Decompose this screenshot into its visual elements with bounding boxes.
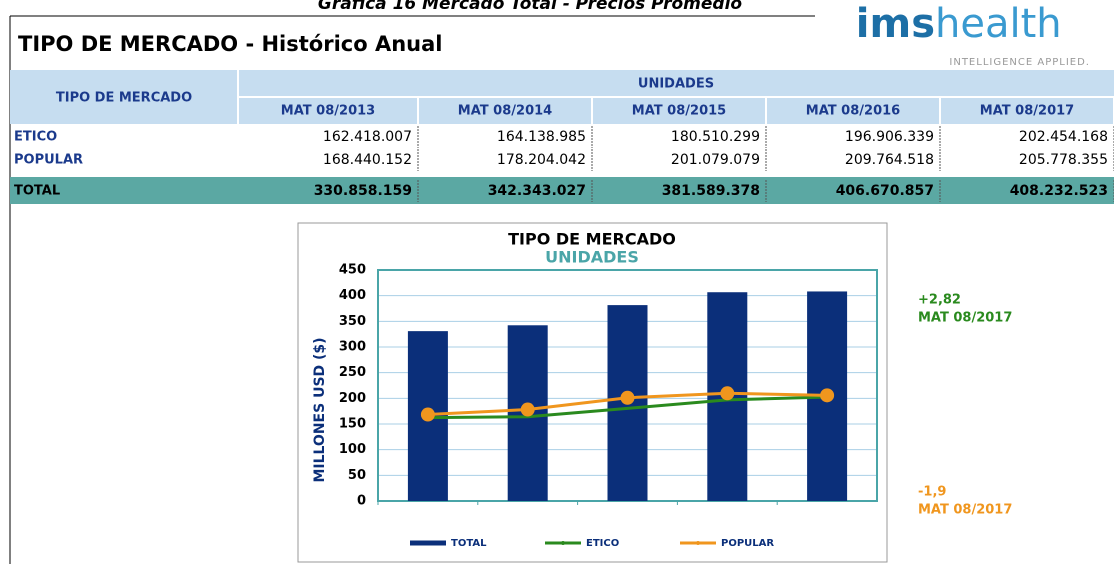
caption: Gráfica 16 Mercado Total - Precios Prome… [318, 0, 742, 14]
cell-value: 381.589.378 [662, 183, 760, 199]
header-cell [419, 98, 591, 124]
cell-value: 201.079.079 [671, 152, 760, 168]
cell-value: 406.670.857 [836, 183, 934, 199]
row-label: ETICO [14, 130, 57, 145]
cell-value: 408.232.523 [1010, 183, 1108, 199]
chart-frame [297, 222, 888, 563]
logo-ims: ims [856, 1, 935, 47]
y-axis-label: MILLONES USD ($) [312, 337, 328, 482]
legend-dot [696, 541, 700, 545]
column-header: MAT 08/2016 [806, 104, 900, 119]
legend-label: ETICO [586, 538, 619, 549]
marker [820, 388, 835, 403]
group-header: UNIDADES [638, 77, 714, 92]
header-cell [10, 70, 237, 124]
cell-value: 205.778.355 [1019, 152, 1108, 168]
column-header: MAT 08/2013 [281, 104, 375, 119]
y-tick-label: 300 [339, 340, 366, 355]
legend-dot [561, 541, 565, 545]
cell-value: 164.138.985 [497, 129, 586, 145]
column-header: MAT 08/2015 [632, 104, 726, 119]
marker [620, 390, 635, 405]
y-tick-label: 350 [339, 314, 366, 329]
y-tick-label: 0 [357, 494, 366, 509]
marker [420, 407, 435, 422]
cell-value: 196.906.339 [845, 129, 934, 145]
annotation: -1,9 [918, 485, 946, 500]
marker [720, 386, 735, 401]
cell-value: 168.440.152 [323, 152, 412, 168]
chart-subtitle: UNIDADES [545, 248, 639, 267]
column-header: MAT 08/2014 [458, 104, 552, 119]
y-tick-label: 400 [339, 288, 366, 303]
legend-label: POPULAR [721, 538, 774, 549]
y-tick-label: 150 [339, 417, 366, 432]
total-row [10, 177, 1114, 204]
row-label: POPULAR [14, 153, 83, 168]
cell-value: 178.204.042 [497, 152, 586, 168]
header-cell [239, 98, 417, 124]
chart-title: TIPO DE MERCADO [508, 230, 676, 249]
cell-value: 180.510.299 [671, 129, 760, 145]
row-label: TOTAL [14, 184, 60, 199]
cell-value: 162.418.007 [323, 129, 412, 145]
y-tick-label: 250 [339, 365, 366, 380]
logo-tagline: INTELLIGENCE APPLIED. [949, 57, 1090, 68]
y-tick-label: 100 [339, 442, 366, 457]
logo-health: health [935, 1, 1062, 47]
annotation: +2,82 [918, 293, 961, 308]
y-tick-label: 450 [339, 263, 366, 278]
legend-label: TOTAL [451, 538, 487, 549]
marker [520, 402, 535, 417]
cell-value: 202.454.168 [1019, 129, 1108, 145]
header-cell [941, 98, 1113, 124]
cell-value: 342.343.027 [488, 183, 586, 199]
column-header: MAT 08/2017 [980, 104, 1074, 119]
header-cell [767, 98, 939, 124]
cell-value: 209.764.518 [845, 152, 934, 168]
line [427, 395, 828, 420]
cell-value: 330.858.159 [314, 183, 412, 199]
y-tick-label: 200 [339, 391, 366, 406]
row-header: TIPO DE MERCADO [56, 91, 192, 106]
header-cell [593, 98, 765, 124]
header-cell [239, 70, 1114, 96]
y-tick-label: 50 [348, 468, 366, 483]
annotation-sub: MAT 08/2017 [918, 503, 1012, 518]
annotation-sub: MAT 08/2017 [918, 311, 1012, 326]
page-title: TIPO DE MERCADO - Histórico Anual [18, 32, 442, 56]
